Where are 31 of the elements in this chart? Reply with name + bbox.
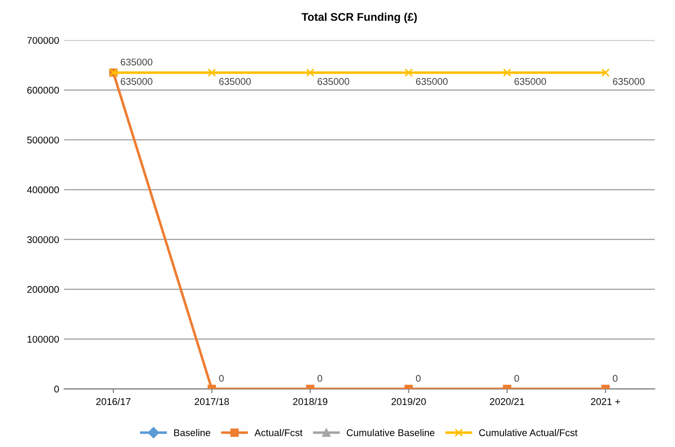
data-label: 635000: [612, 78, 645, 85]
x-tick-label: 2017/18: [194, 398, 229, 406]
data-label: 0: [416, 374, 421, 382]
data-label: 635000: [416, 78, 448, 85]
y-tick-label: 0: [54, 386, 59, 393]
data-label: 0: [219, 374, 224, 382]
y-tick-label: 200000: [27, 286, 59, 293]
legend-label: Actual/Fcst: [254, 429, 302, 436]
legend-label: Baseline: [174, 429, 210, 436]
legend-label: Cumulative Baseline: [346, 429, 434, 436]
legend-label: Cumulative Actual/Fcst: [479, 429, 578, 436]
x-tick-label: 2019/20: [392, 398, 426, 406]
data-label: 635000: [514, 78, 546, 85]
y-tick-label: 400000: [27, 186, 59, 194]
y-tick-label: 500000: [27, 136, 59, 144]
data-label: 0: [612, 374, 618, 382]
y-tick-label: 600000: [27, 86, 59, 94]
data-label: 0: [514, 374, 520, 382]
chart-title: Total SCR Funding (£): [302, 12, 417, 24]
data-label: 635000: [318, 78, 350, 85]
data-label: 635000: [120, 78, 152, 85]
data-label: 635000: [219, 78, 251, 85]
x-tick-label: 2016/17: [96, 398, 130, 406]
x-tick-label: 2020/21: [490, 398, 524, 406]
y-tick-label: 100000: [28, 336, 59, 343]
y-tick-label: 300000: [27, 236, 59, 244]
x-tick-label: 2021 +: [591, 398, 620, 406]
y-tick-label: 700000: [27, 36, 59, 44]
x-tick-label: 2018/19: [293, 398, 328, 406]
data-label: 635000: [120, 58, 152, 66]
data-label: 0: [318, 374, 322, 382]
